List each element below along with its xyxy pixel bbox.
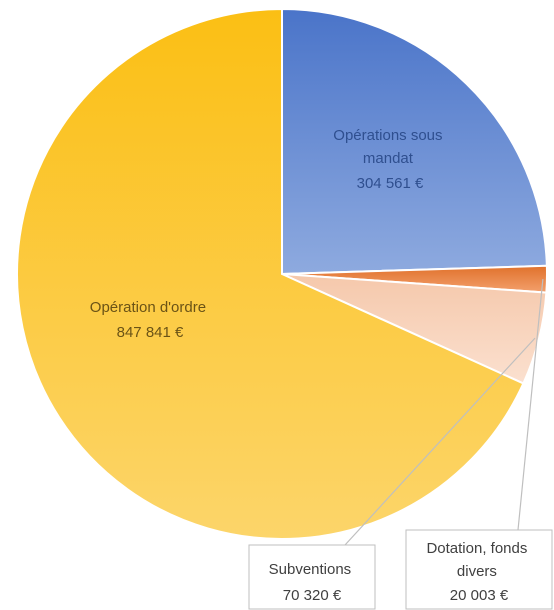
svg-text:Dotation, fonds divers: Dotation, fonds divers 20 003 € [426,540,531,604]
label-dotation-fonds-divers-line2: divers [457,563,497,580]
value-dotation-fonds-divers: 20 003 € [450,587,509,604]
callout-dotation-fonds-divers: Dotation, fonds divers 20 003 € [405,529,553,610]
label-operations-sous-mandat-line1: Opérations sous [333,127,442,144]
leader-subventions [344,337,536,546]
callout-subventions: Subventions 70 320 € [248,544,376,610]
label-operation-d-ordre: Opération d'ordre 847 841 € [90,299,210,341]
svg-text:Subventions 70 320 €: Subventions 70 320 € [269,561,356,604]
label-dotation-fonds-divers-line1: Dotation, fonds [426,540,527,557]
leader-dotation-fonds-divers [517,279,544,531]
value-operations-sous-mandat: 304 561 € [357,175,424,192]
label-operations-sous-mandat: Opérations sous mandat 304 561 € [333,127,446,192]
label-subventions: Subventions [269,561,352,578]
value-subventions: 70 320 € [283,587,342,604]
pie-slices [16,7,548,540]
label-operation-d-ordre-line1: Opération d'ordre [90,299,206,316]
label-operations-sous-mandat-line2: mandat [363,150,414,167]
leader-lines [344,279,544,546]
slice-operation-d-ordre [16,7,525,540]
slice-operations-sous-mandat [281,7,548,276]
value-operation-d-ordre: 847 841 € [117,324,184,341]
